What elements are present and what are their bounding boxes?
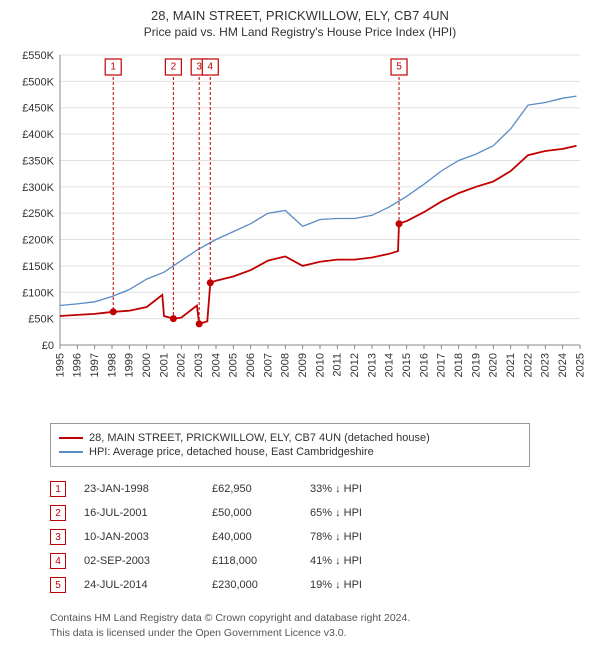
svg-text:2025: 2025: [574, 353, 586, 377]
svg-text:2003: 2003: [193, 353, 205, 377]
svg-text:£200K: £200K: [22, 235, 54, 247]
svg-text:2014: 2014: [384, 353, 396, 377]
svg-text:£550K: £550K: [22, 50, 54, 62]
svg-text:3: 3: [196, 62, 202, 73]
sale-date: 24-JUL-2014: [84, 579, 194, 591]
sale-pct: 33% ↓ HPI: [310, 483, 420, 495]
sale-marker: 5: [50, 577, 66, 593]
sale-marker: 4: [50, 553, 66, 569]
svg-text:5: 5: [396, 62, 402, 73]
svg-text:2012: 2012: [349, 353, 361, 377]
footer: Contains HM Land Registry data © Crown c…: [50, 611, 580, 640]
sale-row: 3 10-JAN-2003 £40,000 78% ↓ HPI: [50, 525, 580, 549]
svg-text:£150K: £150K: [22, 261, 54, 273]
footer-line-2: This data is licensed under the Open Gov…: [50, 626, 580, 641]
svg-text:2023: 2023: [540, 353, 552, 377]
svg-text:£250K: £250K: [22, 208, 54, 220]
page-subtitle: Price paid vs. HM Land Registry's House …: [10, 25, 590, 39]
svg-text:2020: 2020: [488, 353, 500, 377]
svg-text:£400K: £400K: [22, 129, 54, 141]
sale-price: £118,000: [212, 555, 292, 567]
sale-date: 10-JAN-2003: [84, 531, 194, 543]
svg-text:1997: 1997: [89, 353, 101, 377]
sale-marker: 2: [50, 505, 66, 521]
svg-text:2018: 2018: [453, 353, 465, 377]
svg-text:2017: 2017: [436, 353, 448, 377]
svg-text:2013: 2013: [366, 353, 378, 377]
svg-text:2010: 2010: [314, 353, 326, 377]
sale-row: 1 23-JAN-1998 £62,950 33% ↓ HPI: [50, 477, 580, 501]
sale-pct: 19% ↓ HPI: [310, 579, 420, 591]
sale-pct: 78% ↓ HPI: [310, 531, 420, 543]
sale-pct: 41% ↓ HPI: [310, 555, 420, 567]
legend-swatch-blue: [59, 451, 83, 453]
svg-text:2: 2: [171, 62, 177, 73]
svg-text:£350K: £350K: [22, 155, 54, 167]
svg-text:1: 1: [110, 62, 116, 73]
sale-price: £230,000: [212, 579, 292, 591]
legend-row-blue: HPI: Average price, detached house, East…: [59, 446, 521, 458]
svg-text:£500K: £500K: [22, 76, 54, 88]
legend-swatch-red: [59, 437, 83, 439]
page-title: 28, MAIN STREET, PRICKWILLOW, ELY, CB7 4…: [10, 8, 590, 23]
sale-marker: 3: [50, 529, 66, 545]
legend-label-red: 28, MAIN STREET, PRICKWILLOW, ELY, CB7 4…: [89, 432, 430, 444]
svg-text:2015: 2015: [401, 353, 413, 377]
svg-text:2021: 2021: [505, 353, 517, 377]
sale-row: 2 16-JUL-2001 £50,000 65% ↓ HPI: [50, 501, 580, 525]
svg-text:2001: 2001: [158, 353, 170, 377]
svg-text:2006: 2006: [245, 353, 257, 377]
sale-row: 5 24-JUL-2014 £230,000 19% ↓ HPI: [50, 573, 580, 597]
sale-price: £50,000: [212, 507, 292, 519]
sale-date: 02-SEP-2003: [84, 555, 194, 567]
legend-label-blue: HPI: Average price, detached house, East…: [89, 446, 374, 458]
sale-pct: 65% ↓ HPI: [310, 507, 420, 519]
sale-price: £40,000: [212, 531, 292, 543]
svg-text:2007: 2007: [262, 353, 274, 377]
sale-date: 16-JUL-2001: [84, 507, 194, 519]
sale-date: 23-JAN-1998: [84, 483, 194, 495]
svg-text:2005: 2005: [228, 353, 240, 377]
svg-text:4: 4: [207, 62, 213, 73]
svg-text:£100K: £100K: [22, 287, 54, 299]
svg-text:1996: 1996: [72, 353, 84, 377]
footer-line-1: Contains HM Land Registry data © Crown c…: [50, 611, 580, 626]
sale-price: £62,950: [212, 483, 292, 495]
svg-text:2008: 2008: [280, 353, 292, 377]
svg-text:1999: 1999: [124, 353, 136, 377]
svg-text:£450K: £450K: [22, 103, 54, 115]
svg-text:2004: 2004: [210, 353, 222, 377]
svg-text:2024: 2024: [557, 353, 569, 377]
svg-text:1995: 1995: [54, 353, 66, 377]
svg-text:2016: 2016: [418, 353, 430, 377]
price-chart: £0 £50K £100K £150K £200K £250K £300K £350K £400…: [10, 45, 590, 415]
svg-text:2009: 2009: [297, 353, 309, 377]
sale-row: 4 02-SEP-2003 £118,000 41% ↓ HPI: [50, 549, 580, 573]
svg-text:2019: 2019: [470, 353, 482, 377]
legend-row-red: 28, MAIN STREET, PRICKWILLOW, ELY, CB7 4…: [59, 432, 521, 444]
svg-text:£0: £0: [42, 340, 54, 352]
svg-text:1998: 1998: [106, 353, 118, 377]
svg-text:2011: 2011: [332, 353, 344, 377]
svg-text:2022: 2022: [522, 353, 534, 377]
svg-text:£50K: £50K: [28, 314, 54, 326]
sale-marker: 1: [50, 481, 66, 497]
svg-text:£300K: £300K: [22, 182, 54, 194]
legend: 28, MAIN STREET, PRICKWILLOW, ELY, CB7 4…: [50, 423, 530, 467]
sales-table: 1 23-JAN-1998 £62,950 33% ↓ HPI 2 16-JUL-2001…: [50, 477, 580, 597]
svg-text:2000: 2000: [141, 353, 153, 377]
svg-text:2002: 2002: [176, 353, 188, 377]
